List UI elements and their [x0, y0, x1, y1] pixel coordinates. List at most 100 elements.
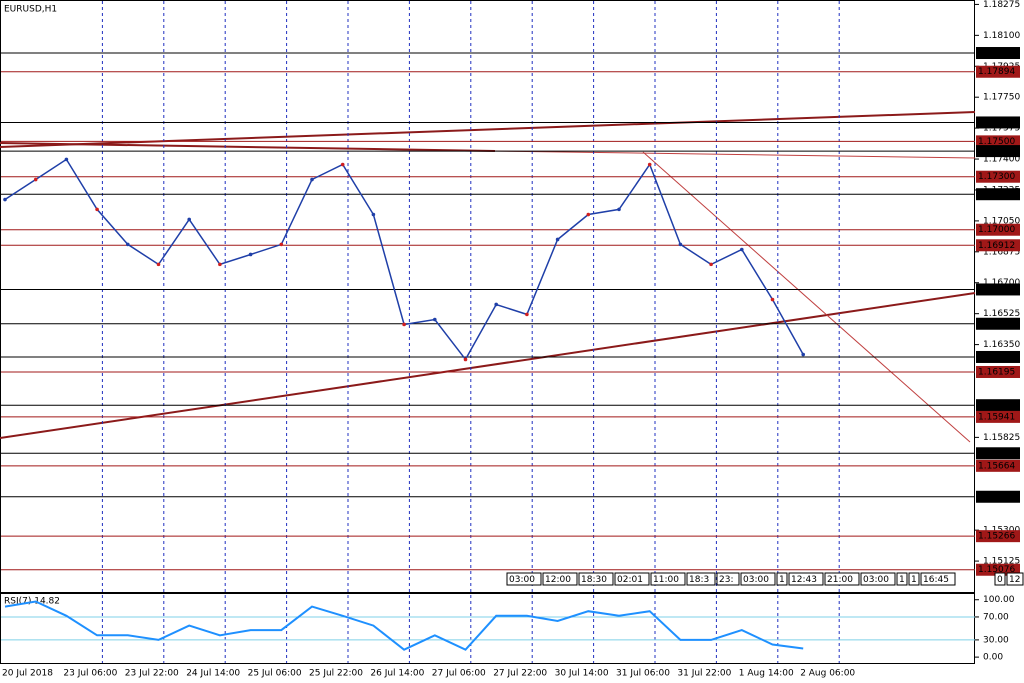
price-point [187, 217, 191, 222]
price-point [218, 262, 222, 267]
y-tick-label: 1.16525 [983, 309, 1020, 319]
time-box [506, 572, 542, 586]
price-point [433, 317, 437, 322]
level-label: 1.17201 [978, 190, 1015, 200]
level-label: 1.17445 [978, 147, 1015, 157]
level-label: 1.16912 [978, 241, 1015, 251]
price-point [248, 252, 253, 257]
price-point [95, 207, 99, 212]
x-tick-label: 31 Jul 06:00 [616, 669, 670, 679]
y-tick-label: 1.15125 [983, 557, 1020, 567]
level-box [976, 317, 1020, 330]
time-box-label: 12 [1009, 575, 1020, 585]
time-box [716, 572, 740, 586]
level-label: 1.15735 [978, 449, 1015, 459]
price-point [340, 162, 345, 167]
price-point [463, 357, 468, 362]
level-label: 1.16662 [978, 285, 1015, 295]
price-point [647, 162, 652, 167]
level-label: 1.16468 [978, 319, 1015, 329]
time-box-label: 18:3 [689, 575, 709, 585]
time-box [896, 572, 908, 586]
level-label: 1.16007 [978, 401, 1015, 411]
time-box [1006, 572, 1024, 586]
level-box [976, 447, 1020, 460]
time-box-label: 1 [779, 575, 785, 585]
time-box-label: 11:00 [653, 575, 679, 585]
level-box [976, 399, 1020, 412]
x-tick-label: 1 Aug 14:00 [739, 669, 794, 679]
rsi-tick-label: 30.00 [983, 635, 1009, 645]
price-point [709, 262, 713, 267]
level-label: 1.15664 [978, 461, 1015, 471]
y-tick-label: 1.18100 [983, 31, 1020, 41]
level-label: 1.16195 [978, 367, 1015, 377]
time-box-label: 03:00 [743, 575, 769, 585]
level-label: 1.17500 [978, 137, 1015, 147]
time-box [920, 572, 956, 586]
time-box-label: 12:00 [545, 575, 571, 585]
main-panel [0, 0, 975, 593]
time-box [788, 572, 824, 586]
y-tick-label: 1.17400 [983, 155, 1020, 165]
price-point [64, 157, 69, 162]
x-tick-label: 31 Jul 22:00 [677, 669, 731, 679]
price-point [371, 212, 376, 217]
time-box-label: 1 [899, 575, 905, 585]
time-box-label: 12:43 [791, 575, 817, 585]
time-box-label: 16:45 [923, 575, 949, 585]
x-tick-label: 23 Jul 06:00 [63, 669, 117, 679]
time-box [686, 572, 716, 586]
time-box-label: 21:00 [827, 575, 853, 585]
x-tick-label: 26 Jul 14:00 [370, 669, 424, 679]
level-box [976, 188, 1020, 201]
x-tick-label: 25 Jul 22:00 [309, 669, 363, 679]
level-box [976, 47, 1020, 60]
price-point [617, 207, 621, 212]
level-label: 1.16280 [978, 352, 1015, 362]
level-box [976, 65, 1020, 78]
price-point [770, 297, 775, 302]
rsi-line [4, 600, 804, 651]
trend-line [642, 151, 971, 443]
time-box-label: 03:00 [863, 575, 889, 585]
x-tick-label: 24 Jul 14:00 [186, 669, 240, 679]
time-box [740, 572, 776, 586]
time-box [908, 572, 920, 586]
y-tick-label: 1.16700 [983, 278, 1020, 288]
time-box-label: 02:01 [617, 575, 643, 585]
time-box-label: 03:00 [509, 575, 535, 585]
y-tick-label: 1.17050 [983, 216, 1020, 226]
y-tick-label: 1.17575 [983, 124, 1020, 134]
x-tick-label: 30 Jul 14:00 [555, 669, 609, 679]
rsi-panel [0, 593, 975, 664]
level-label: 1.17607 [978, 118, 1015, 128]
time-box-label: 0 [997, 575, 1003, 585]
x-tick-label: 27 Jul 22:00 [493, 669, 547, 679]
time-box [542, 572, 578, 586]
x-tick-label: 25 Jul 06:00 [248, 669, 302, 679]
time-box-label: 1 [911, 575, 917, 585]
time-box [994, 572, 1006, 586]
level-box [976, 530, 1020, 543]
y-tick-label: 1.16350 [983, 340, 1020, 350]
x-tick-label: 20 Jul 2018 [2, 669, 53, 679]
level-box [976, 459, 1020, 472]
level-label: 1.15489 [978, 492, 1015, 502]
level-label: 1.15941 [978, 412, 1015, 422]
level-box [976, 135, 1020, 148]
level-box [976, 239, 1020, 252]
time-box-label: 18:30 [581, 575, 607, 585]
rsi-tick-label: 0.00 [983, 653, 1003, 663]
y-tick-label: 1.15825 [983, 433, 1020, 443]
level-label: 1.15076 [978, 565, 1015, 575]
level-label: 1.17894 [978, 67, 1015, 77]
level-label: 1.17300 [978, 172, 1015, 182]
x-tick-label: 23 Jul 22:00 [125, 669, 179, 679]
level-box [976, 223, 1020, 236]
rsi-tick-label: 100.00 [983, 595, 1015, 605]
trend-line [494, 150, 976, 159]
level-box [976, 170, 1020, 183]
